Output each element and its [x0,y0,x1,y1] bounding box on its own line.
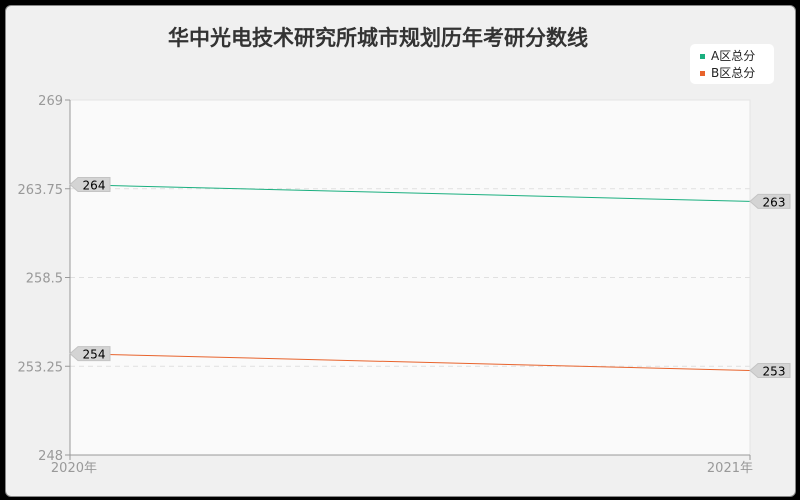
series-line-1 [69,353,751,371]
legend-swatch-a [700,54,705,59]
legend-swatch-b [700,71,705,76]
legend-item-a[interactable]: A区总分 [700,48,755,64]
legend: A区总分 B区总分 [690,44,774,84]
data-label: 264 [83,179,106,193]
y-tick-label: 263.75 [18,183,64,198]
data-label: 253 [763,364,786,378]
data-label-bg [749,362,791,378]
legend-label-a: A区总分 [711,49,756,63]
data-label: 263 [763,195,786,209]
legend-item-b[interactable]: B区总分 [700,65,755,81]
y-tick-label: 248 [38,449,63,464]
data-label: 254 [83,348,106,362]
y-tick-label: 269 [38,94,63,109]
chart-title: 华中光电技术研究所城市规划历年考研分数线 [168,26,588,50]
legend-label-b: B区总分 [711,66,756,80]
y-tick-label: 258.5 [26,272,63,287]
series-line-0 [69,184,751,202]
x-tick-label: 2020年 [51,461,97,476]
data-label-bg [69,177,111,193]
data-label-bg [69,346,111,362]
x-tick-label: 2021年 [707,461,753,476]
data-label-bg [749,193,791,209]
y-tick-label: 253.25 [18,360,64,375]
plot-area [69,99,751,456]
